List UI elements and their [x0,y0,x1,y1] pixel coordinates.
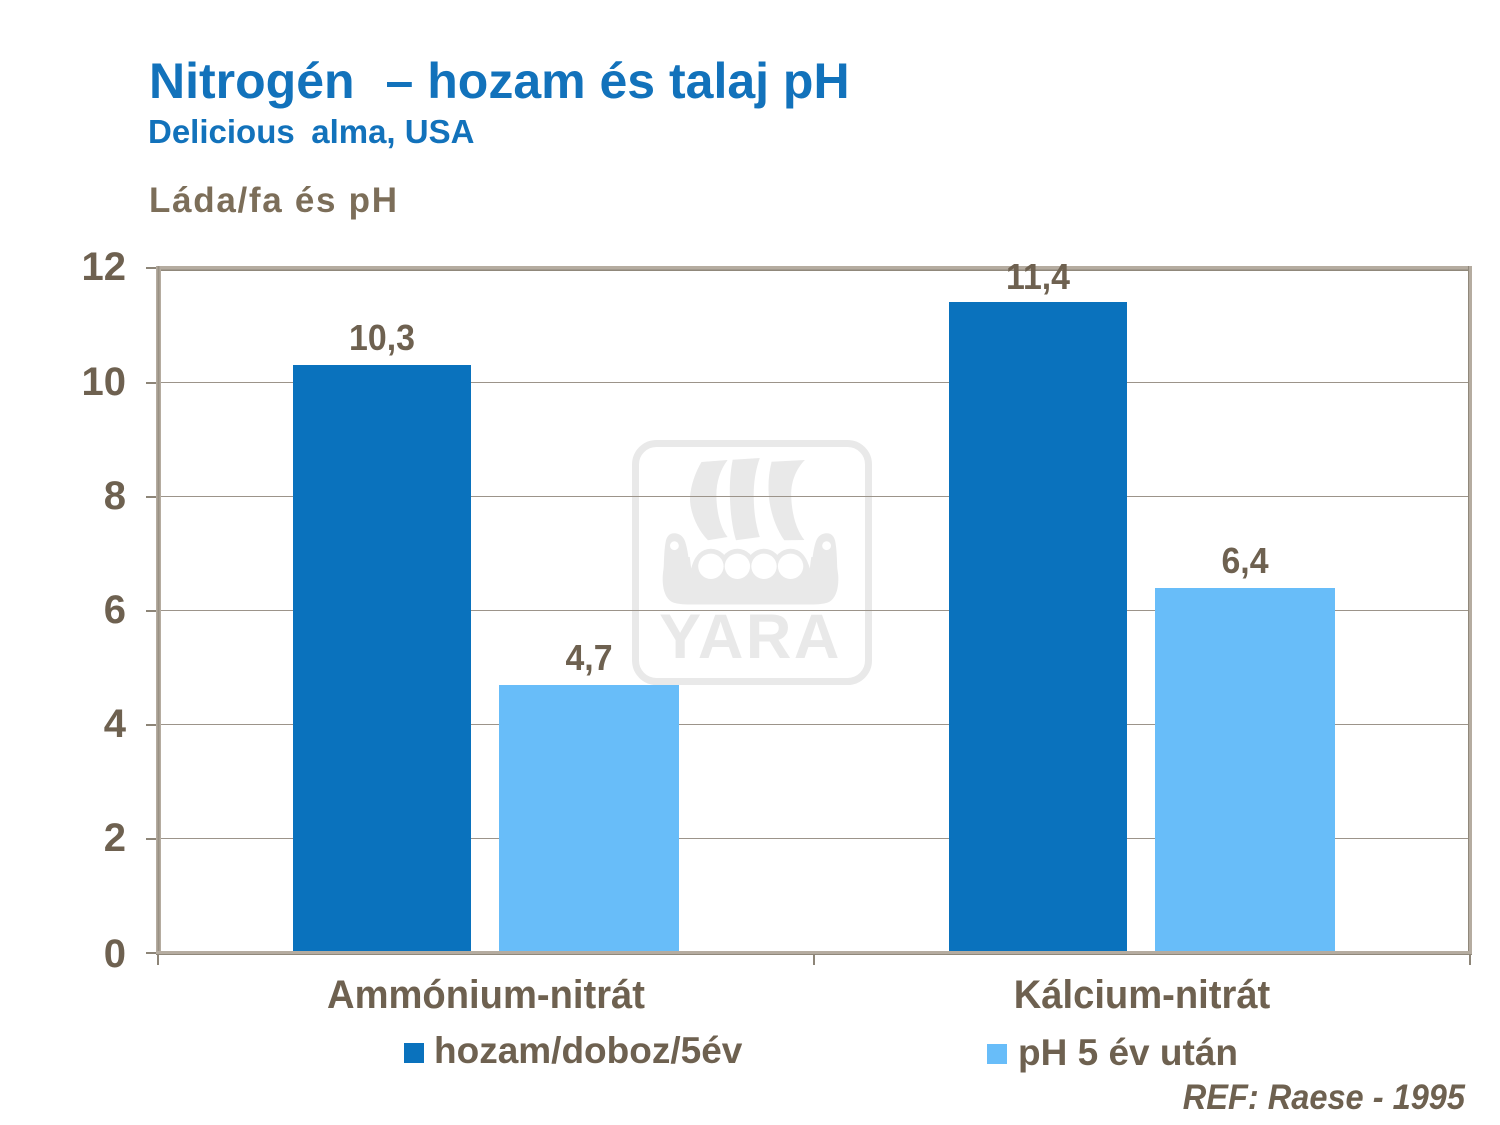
svg-text:YARA: YARA [659,602,842,672]
